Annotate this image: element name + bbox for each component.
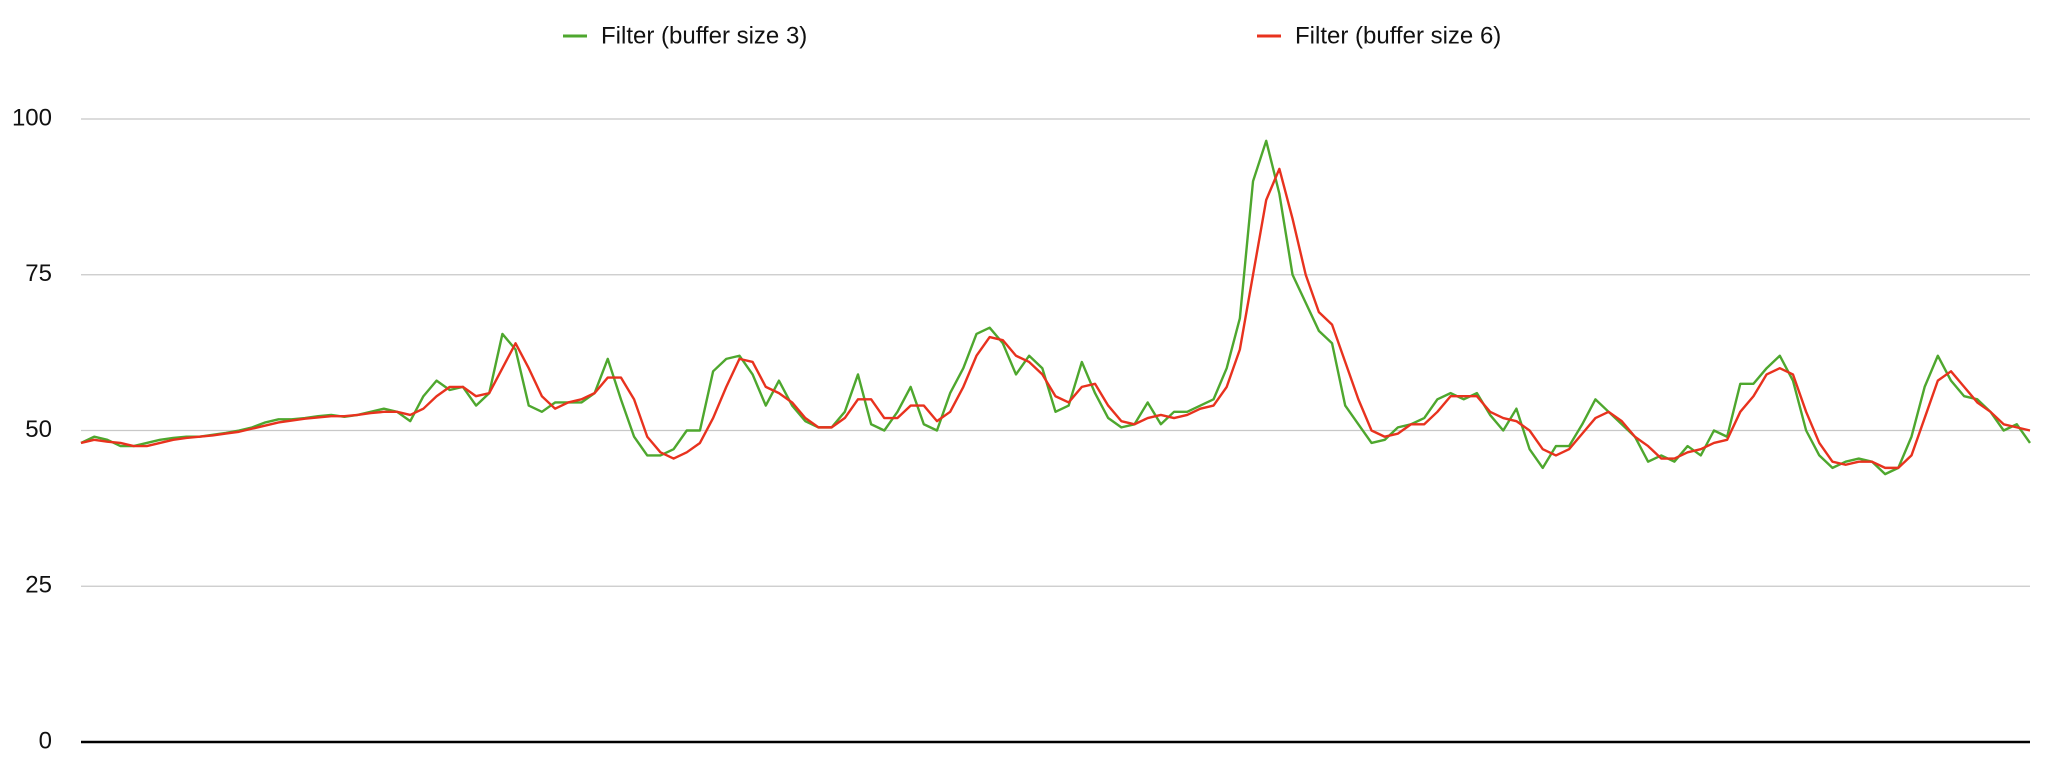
data-line <box>80 139 2031 476</box>
y-tick-label: 75 <box>25 260 52 287</box>
y-tick-label: 100 <box>12 104 52 131</box>
y-tick-label: 0 <box>39 727 52 754</box>
legend-label: Filter (buffer size 3) <box>601 22 807 49</box>
y-tick-label: 25 <box>25 572 52 599</box>
data-line <box>80 167 2031 470</box>
legend-label: Filter (buffer size 6) <box>1295 22 1501 49</box>
y-tick-label: 50 <box>25 416 52 443</box>
